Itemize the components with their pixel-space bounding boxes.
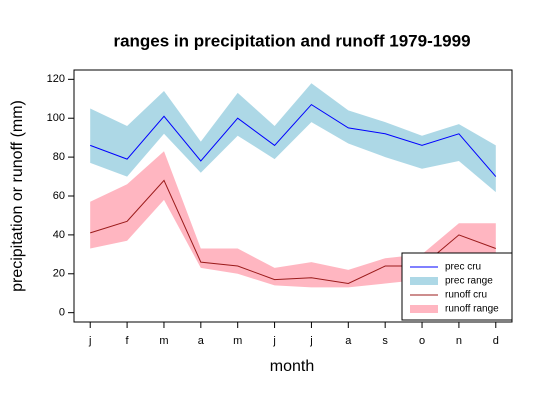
series-line <box>90 103 497 177</box>
y-tick-label: 40 <box>53 229 65 241</box>
x-tick-label: m <box>159 335 168 347</box>
x-tick-label: s <box>382 335 388 347</box>
range-band <box>90 83 496 193</box>
chart-title: ranges in precipitation and runoff 1979-… <box>113 31 470 50</box>
legend-label: prec cru <box>445 262 481 273</box>
y-tick-label: 120 <box>47 73 65 85</box>
x-tick-label: a <box>345 335 352 347</box>
legend-label: runoff range <box>445 304 499 315</box>
x-tick-label: d <box>493 335 499 347</box>
legend-label: prec range <box>445 276 493 287</box>
x-axis-label: month <box>270 358 314 375</box>
x-tick-label: n <box>456 335 462 347</box>
y-tick-label: 100 <box>47 112 65 124</box>
y-tick-label: 20 <box>53 268 65 280</box>
x-tick-label: j <box>88 335 91 347</box>
y-tick-label: 60 <box>53 190 65 202</box>
x-tick-label: a <box>198 335 205 347</box>
x-tick-label: o <box>419 335 425 347</box>
y-axis-label: precipitation or runoff (mm) <box>9 100 26 292</box>
x-tick-label: j <box>272 335 275 347</box>
x-tick-label: f <box>126 335 130 347</box>
legend-label: runoff cru <box>445 290 487 301</box>
x-tick-label: m <box>233 335 242 347</box>
y-tick-label: 80 <box>53 151 65 163</box>
y-tick-label: 0 <box>59 307 65 319</box>
x-tick-label: j <box>309 335 312 347</box>
